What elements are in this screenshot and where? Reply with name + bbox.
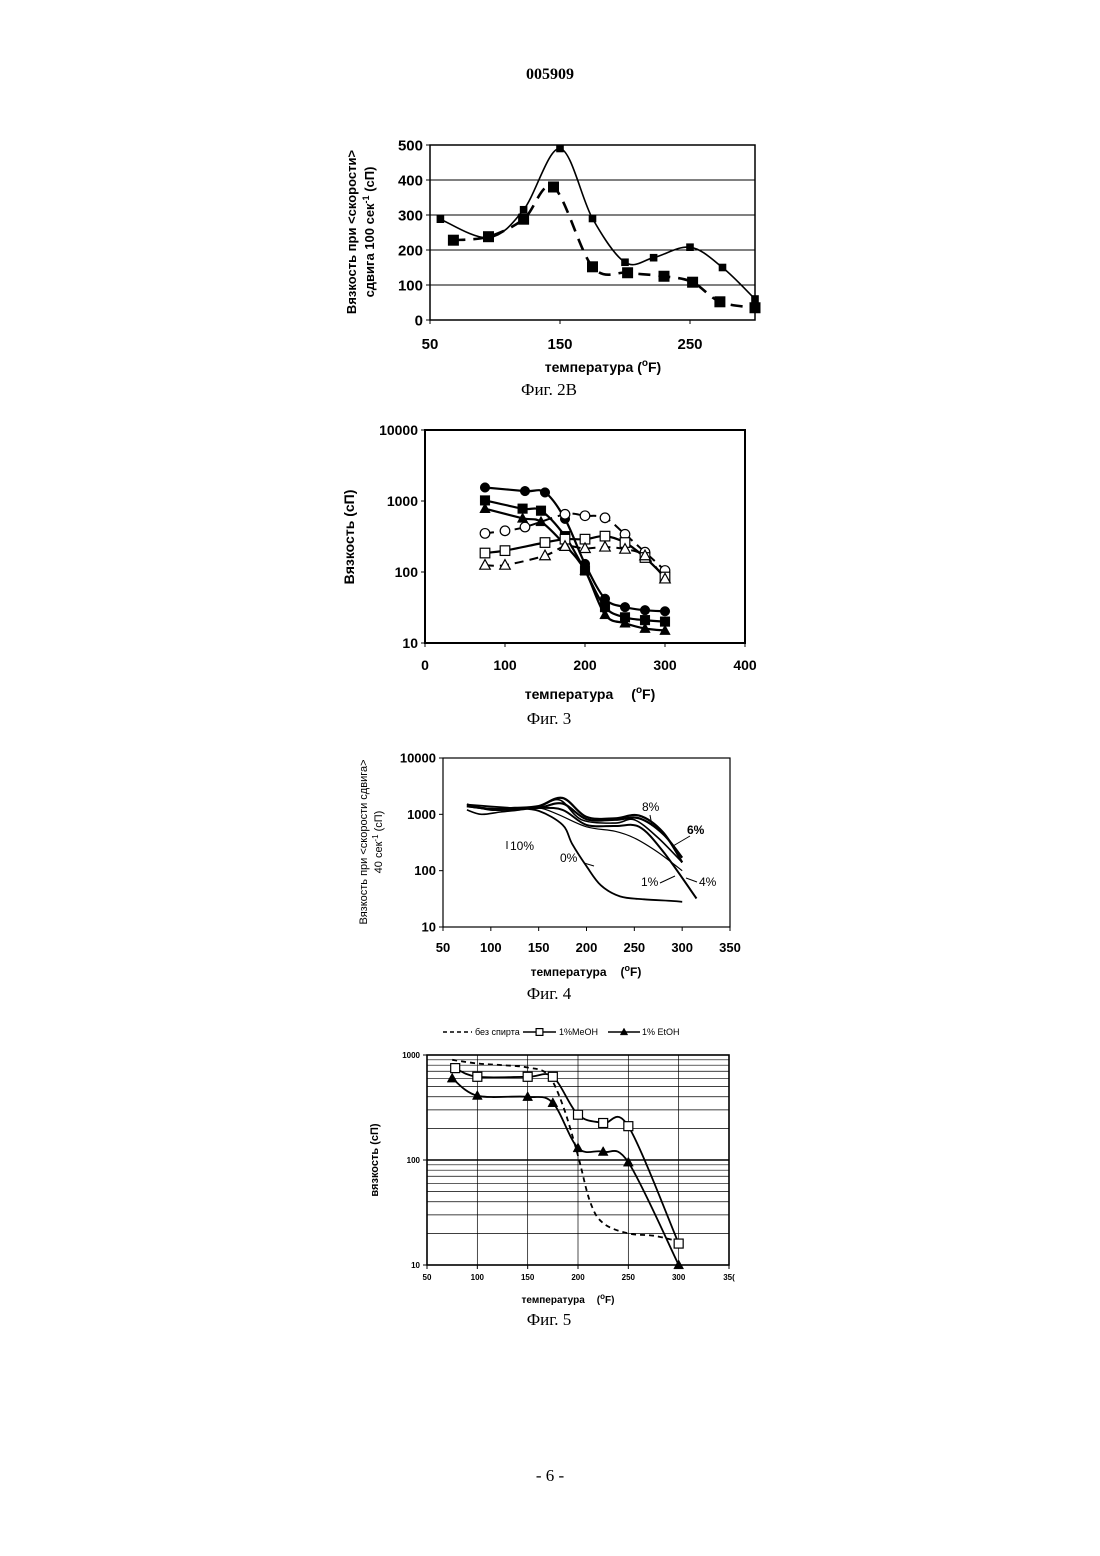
fig5-x-tick-label: 150 — [521, 1273, 535, 1282]
fig5-legend-label: 1% EtOH — [642, 1027, 680, 1037]
fig5-series-2-point — [523, 1072, 532, 1081]
fig5-ylabel: вязкость (сП) — [369, 1123, 381, 1196]
fig5-series-2-point — [574, 1110, 583, 1119]
fig5-series-3-line — [452, 1078, 679, 1265]
fig5-y-tick-label: 1000 — [402, 1051, 420, 1060]
fig5-series-3-point — [447, 1073, 457, 1082]
fig5-x-tick-label: 100 — [471, 1273, 485, 1282]
fig5-x-tick-label: 200 — [571, 1273, 585, 1282]
fig5-series-2-point — [451, 1064, 460, 1073]
fig5-y-tick-label: 100 — [407, 1156, 421, 1165]
fig5-series-2-line — [455, 1068, 679, 1244]
fig5-legend-label: без спирта — [475, 1027, 520, 1037]
fig5-legend-marker — [536, 1029, 543, 1036]
fig5-legend-label: 1%MeOH — [559, 1027, 598, 1037]
fig5-x-tick-label: 50 — [423, 1273, 432, 1282]
fig5-xlabel: температура(oF) — [522, 1292, 615, 1306]
fig5-y-tick-label: 10 — [411, 1261, 420, 1270]
fig5-legend: без спирта 1%MeOH 1% EtOH — [443, 1027, 680, 1037]
fig5-caption: Фиг. 5 — [527, 1310, 572, 1329]
fig5-x-tick-label: 35( — [723, 1273, 735, 1282]
figure-5-chart: вязкость (сП) температура(oF) Фиг. 5 501… — [0, 0, 1100, 1330]
fig5-series-2-point — [473, 1072, 482, 1081]
fig5-x-tick-label: 250 — [622, 1273, 636, 1282]
fig5-series-2-point — [548, 1072, 557, 1081]
fig5-series-2-point — [624, 1122, 633, 1131]
page-number: - 6 - — [0, 1466, 1100, 1486]
fig5-x-tick-label: 300 — [672, 1273, 686, 1282]
fig5-series-2-point — [599, 1119, 608, 1128]
fig5-series-2-point — [674, 1239, 683, 1248]
